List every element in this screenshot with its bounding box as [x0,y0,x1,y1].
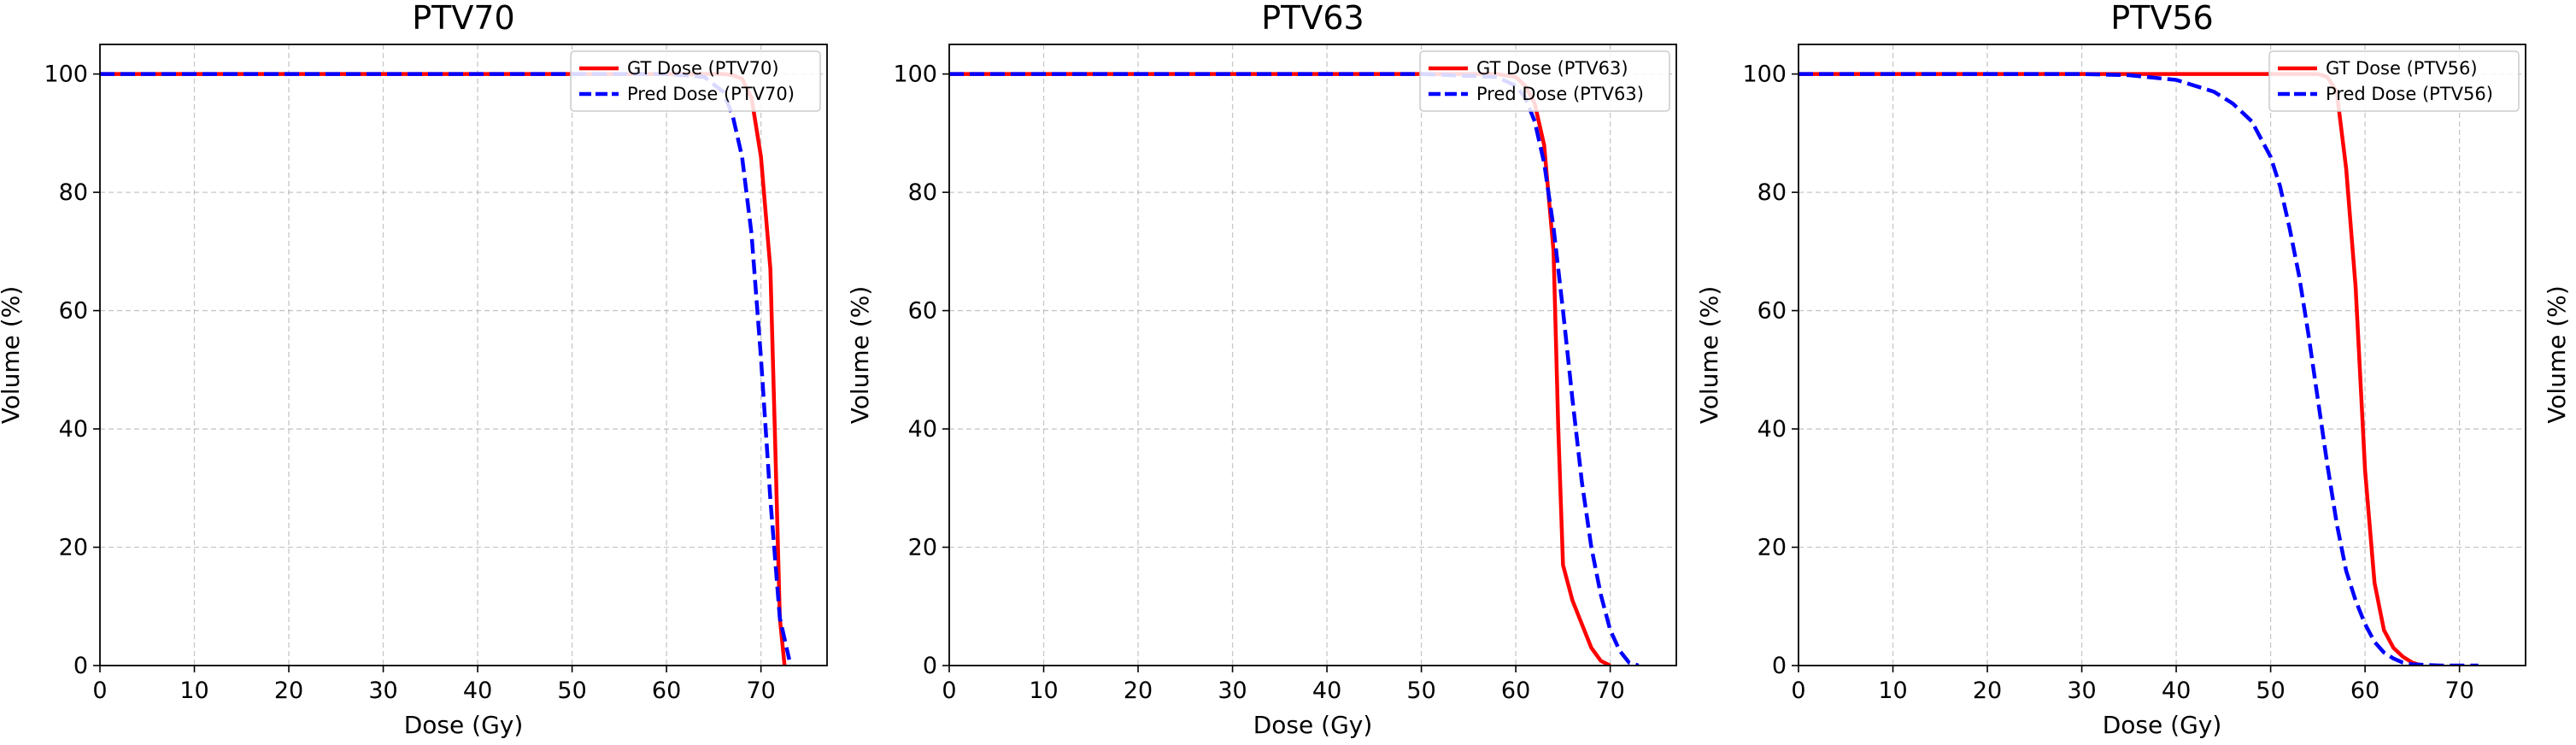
legend-box [1419,50,1670,112]
series-group [100,72,791,666]
y-tick-label: 20 [908,535,937,561]
legend-label: GT Dose (PTV70) [627,58,779,79]
x-tick-label: 30 [1218,678,1247,704]
y-tick-label: 80 [59,179,88,206]
axes-frame [1798,44,2526,666]
series-group [949,72,1640,666]
x-tick-label: 10 [1029,678,1058,704]
grid [1798,44,2526,666]
x-tick-label: 20 [1124,678,1153,704]
x-tick-label: 20 [1973,678,2002,704]
grid [99,44,827,666]
chart-title: PTV63 [1261,0,1364,37]
x-tick-label: 60 [652,678,681,704]
x-tick-label: 50 [557,678,586,704]
x-tick-label: 10 [1878,678,1907,704]
y-tick-label: 0 [73,653,88,679]
series-line-pred [100,72,791,660]
legend-label: GT Dose (PTV63) [1476,58,1628,79]
legend-label: Pred Dose (PTV56) [2326,84,2493,104]
y-axis-label-cut: Volume (%) [2543,285,2571,424]
series-line-pred [1799,72,2479,666]
series-line-gt [100,72,787,666]
x-tick-label: 50 [1406,678,1435,704]
y-tick-label: 40 [59,416,88,443]
y-tick-label: 80 [908,179,937,206]
legend-box [2268,50,2520,112]
y-tick-label: 80 [1757,179,1787,206]
chart-panel-1: 0 10 20 30 40 50 60 70 0 20 40 60 80 100 PTV70 Dose (Gy… [0,0,828,739]
x-tick-label: 50 [2256,678,2285,704]
x-tick-label: 0 [92,678,107,704]
x-axis-label: Dose (Gy) [404,711,524,739]
x-tick-label: 70 [2444,678,2473,704]
y-tick-label: 100 [1742,62,1787,88]
y-tick-label: 60 [908,298,937,325]
x-tick-label: 0 [1791,678,1805,704]
y-tick-label: 100 [893,62,937,88]
axes-frame [948,44,1677,666]
x-tick-label: 40 [2162,678,2191,704]
y-axis-label: Volume (%) [0,286,25,425]
x-tick-label: 40 [1312,678,1341,704]
y-tick-label: 60 [1757,298,1787,325]
y-axis-label: Volume (%) [1695,286,1723,425]
y-tick-label: 20 [59,535,88,561]
legend: GT Dose (PTV56) Pred Dose (PTV56) [2268,50,2520,112]
legend-label: Pred Dose (PTV63) [1476,84,1644,104]
chart-panel-3: 0 10 20 30 40 50 60 70 0 20 40 60 80 100 PTV56 Dose (Gy… [1695,0,2526,739]
x-tick-label: 10 [179,678,208,704]
series-line-gt [1799,72,2423,666]
y-tick-label: 100 [44,62,88,88]
x-tick-label: 70 [1595,678,1624,704]
x-tick-label: 30 [368,678,397,704]
legend: GT Dose (PTV63) Pred Dose (PTV63) [1419,50,1670,112]
y-tick-label: 40 [908,416,937,443]
axes-frame [99,44,828,666]
y-tick-label: 60 [59,298,88,325]
chart-panel-2: 0 10 20 30 40 50 60 70 0 20 40 60 80 100 PTV63 Dose (Gy… [846,0,1677,739]
x-tick-label: 40 [463,678,492,704]
y-tick-label: 40 [1757,416,1787,443]
y-tick-label: 20 [1757,535,1787,561]
series-line-gt [949,72,1611,666]
chart-title: PTV70 [412,0,514,37]
series-line-pred [949,72,1640,666]
x-tick-label: 30 [2067,678,2096,704]
x-tick-label: 0 [942,678,956,704]
x-tick-label: 20 [274,678,303,704]
legend-label: Pred Dose (PTV70) [627,84,795,104]
x-tick-label: 70 [746,678,775,704]
series-group [1799,72,2479,666]
y-tick-label: 0 [923,653,937,679]
x-tick-label: 60 [2350,678,2379,704]
legend-box [570,50,821,112]
x-axis-label: Dose (Gy) [1253,711,1373,739]
legend-label: GT Dose (PTV56) [2326,58,2478,79]
legend: GT Dose (PTV70) Pred Dose (PTV70) [570,50,821,112]
y-tick-label: 0 [1772,653,1787,679]
chart-title: PTV56 [2110,0,2213,37]
y-axis-label: Volume (%) [846,286,874,425]
x-axis-label: Dose (Gy) [2103,711,2222,739]
x-tick-label: 60 [1501,678,1530,704]
